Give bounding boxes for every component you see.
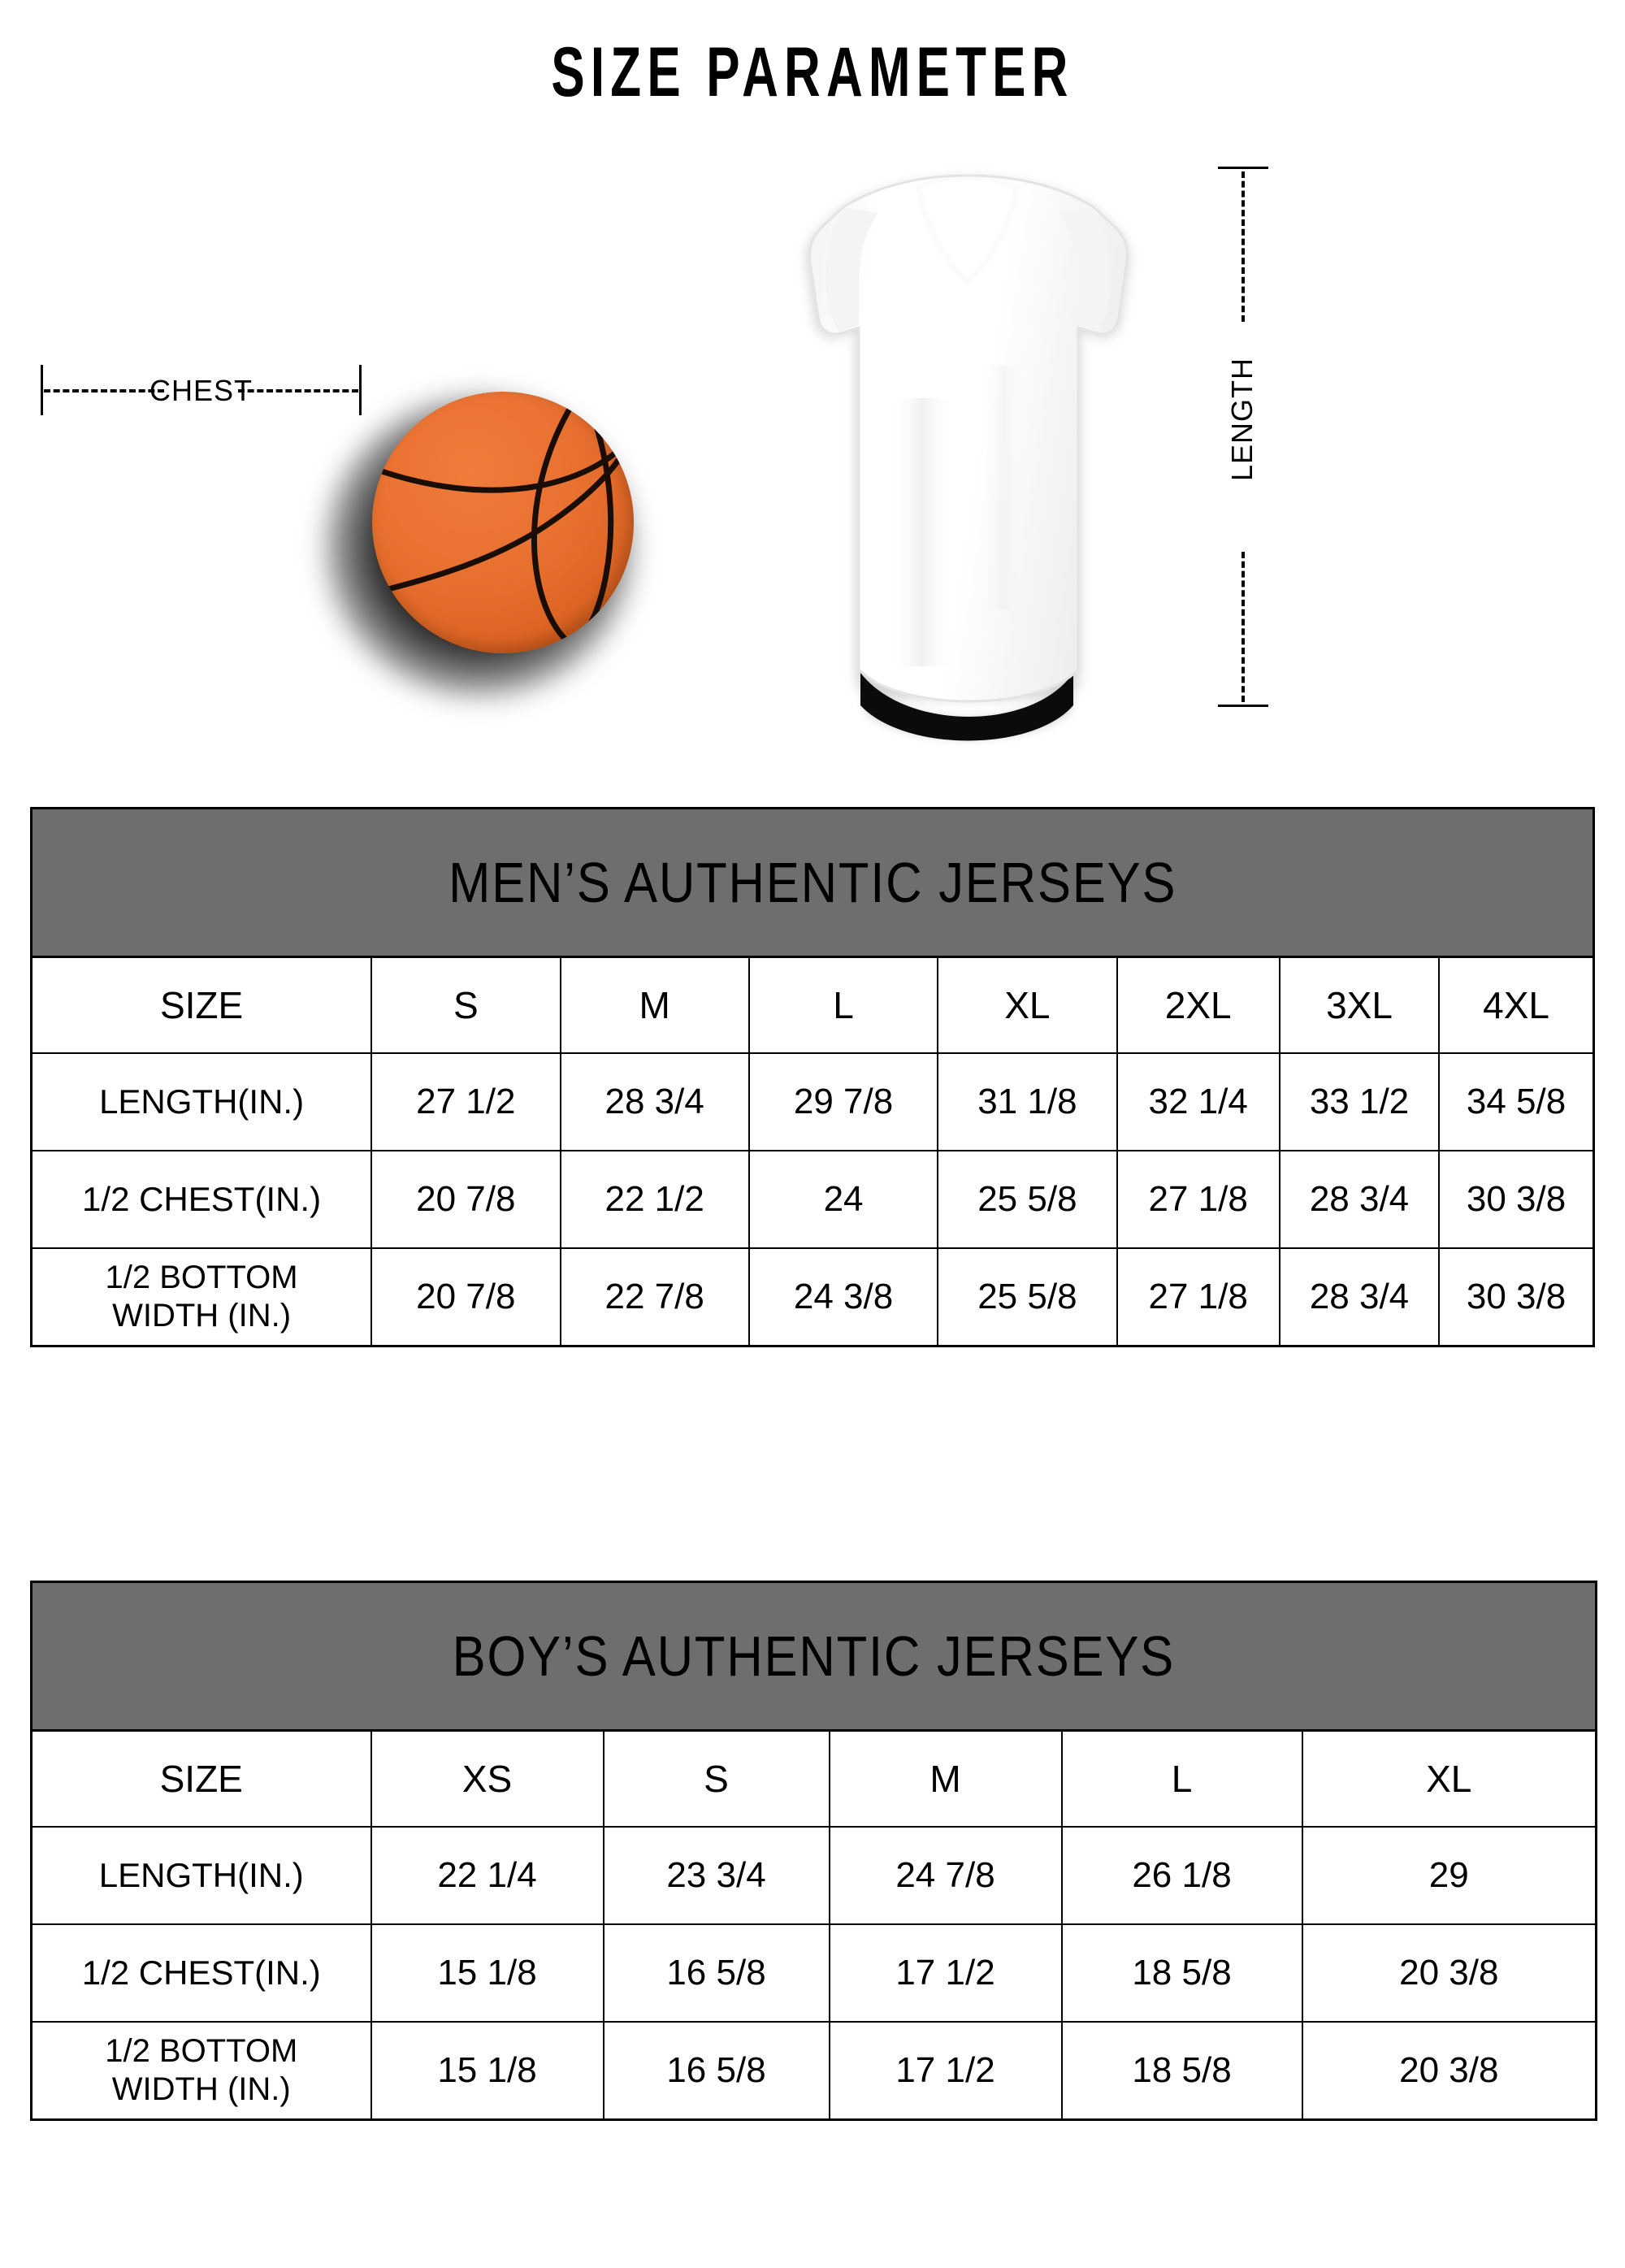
boys-bottom-l: 18 5/8 (1060, 2021, 1303, 2121)
mens-chest-2xl: 27 1/8 (1116, 1150, 1280, 1249)
mens-chest-3xl: 28 3/4 (1278, 1150, 1441, 1249)
illustration-area: CHEST LENGTH (0, 154, 1625, 780)
mens-row-label-bottom-width-line2: WIDTH (IN.) (112, 1298, 292, 1333)
mens-col-s: S (370, 956, 561, 1054)
basketball-illustration (325, 382, 674, 731)
mens-row-label-chest: 1/2 CHEST(IN.) (30, 1150, 373, 1249)
boys-row-label-bottom-width-line2: WIDTH (IN.) (111, 2071, 291, 2107)
jersey-icon (808, 174, 1129, 741)
boys-bottom-s: 16 5/8 (602, 2021, 830, 2121)
boys-bottom-m: 17 1/2 (828, 2021, 1063, 2121)
mens-col-3xl: 3XL (1278, 956, 1441, 1054)
boys-col-xl: XL (1301, 1729, 1597, 1828)
boys-length-xs: 22 1/4 (370, 1826, 604, 1925)
mens-chest-xl: 25 5/8 (937, 1150, 1118, 1249)
chest-dash-left (44, 389, 164, 392)
chest-dash-right (238, 389, 358, 392)
boys-row-label-bottom-width-line1: 1/2 BOTTOM (105, 2032, 298, 2069)
mens-col-4xl: 4XL (1438, 956, 1595, 1054)
mens-chest-4xl: 30 3/8 (1438, 1150, 1595, 1249)
boys-chest-l: 18 5/8 (1060, 1923, 1303, 2023)
mens-chest-l: 24 (748, 1150, 939, 1249)
mens-row-label-bottom-width-line1: 1/2 BOTTOM (105, 1259, 298, 1295)
chest-label: CHEST (149, 374, 253, 407)
boys-col-xs: XS (370, 1729, 604, 1828)
boys-table-banner: BOY’S AUTHENTIC JERSEYS (29, 1581, 1598, 1732)
mens-bottom-m: 22 7/8 (559, 1247, 750, 1347)
table-row: LENGTH(IN.) 27 1/2 28 3/4 29 7/8 31 1/8 … (30, 1052, 1595, 1151)
page-title: SIZE PARAMETER (551, 33, 1074, 111)
boys-chest-m: 17 1/2 (828, 1923, 1063, 2023)
mens-bottom-2xl: 27 1/8 (1116, 1247, 1280, 1347)
mens-length-4xl: 34 5/8 (1438, 1052, 1595, 1151)
length-dash-bottom (1242, 552, 1245, 702)
boys-row-label-bottom-width: 1/2 BOTTOM WIDTH (IN.) (30, 2021, 372, 2121)
chest-measurement-line: CHEST (41, 362, 362, 420)
mens-row-label-length: LENGTH(IN.) (30, 1052, 373, 1151)
boys-col-s: S (602, 1729, 830, 1828)
mens-length-xl: 31 1/8 (937, 1052, 1118, 1151)
boys-col-l: L (1060, 1729, 1303, 1828)
boys-row-label-chest: 1/2 CHEST(IN.) (30, 1923, 372, 2023)
mens-size-table: MEN’S AUTHENTIC JERSEYS SIZE S M L XL 2X… (30, 807, 1595, 1347)
boys-length-xl: 29 (1301, 1826, 1597, 1925)
table-row: LENGTH(IN.) 22 1/4 23 3/4 24 7/8 26 1/8 … (30, 1826, 1597, 1925)
mens-bottom-l: 24 3/8 (748, 1247, 939, 1347)
jersey-illustration (776, 163, 1158, 756)
length-label: LENGTH (1225, 357, 1259, 482)
mens-chest-m: 22 1/2 (559, 1150, 750, 1249)
boys-bottom-xl: 20 3/8 (1301, 2021, 1597, 2121)
table-row: 1/2 CHEST(IN.) 20 7/8 22 1/2 24 25 5/8 2… (30, 1150, 1595, 1249)
table-row: 1/2 BOTTOM WIDTH (IN.) 15 1/8 16 5/8 17 … (30, 2021, 1597, 2121)
mens-length-l: 29 7/8 (748, 1052, 939, 1151)
table-row: 1/2 BOTTOM WIDTH (IN.) 20 7/8 22 7/8 24 … (30, 1247, 1595, 1347)
boys-chest-xl: 20 3/8 (1301, 1923, 1597, 2023)
mens-bottom-xl: 25 5/8 (937, 1247, 1118, 1347)
mens-col-xl: XL (937, 956, 1118, 1054)
mens-length-m: 28 3/4 (559, 1052, 750, 1151)
mens-table-banner: MEN’S AUTHENTIC JERSEYS (30, 807, 1595, 958)
boys-length-l: 26 1/8 (1060, 1826, 1303, 1925)
length-cap-bottom (1218, 705, 1268, 707)
chest-cap-left (41, 365, 43, 415)
boys-size-table: BOY’S AUTHENTIC JERSEYS SIZE XS S M L XL… (29, 1581, 1598, 2121)
boys-length-s: 23 3/4 (602, 1826, 830, 1925)
basketball-icon (372, 392, 634, 653)
mens-chest-s: 20 7/8 (370, 1150, 561, 1249)
boys-length-m: 24 7/8 (828, 1826, 1063, 1925)
mens-bottom-4xl: 30 3/8 (1438, 1247, 1595, 1347)
mens-length-3xl: 33 1/2 (1278, 1052, 1441, 1151)
mens-row-label-bottom-width: 1/2 BOTTOM WIDTH (IN.) (30, 1247, 373, 1347)
mens-bottom-3xl: 28 3/4 (1278, 1247, 1441, 1347)
chest-cap-right (359, 365, 362, 415)
length-measurement-line: LENGTH (1215, 167, 1272, 707)
boys-table-banner-row: BOY’S AUTHENTIC JERSEYS (29, 1581, 1598, 1732)
boys-table-banner-text: BOY’S AUTHENTIC JERSEYS (452, 1624, 1176, 1688)
mens-bottom-s: 20 7/8 (370, 1247, 561, 1347)
boys-col-m: M (828, 1729, 1063, 1828)
boys-chest-s: 16 5/8 (602, 1923, 830, 2023)
mens-length-s: 27 1/2 (370, 1052, 561, 1151)
boys-col-size: SIZE (30, 1729, 372, 1828)
mens-table-banner-text: MEN’S AUTHENTIC JERSEYS (448, 851, 1177, 914)
basketball-seams-icon (374, 401, 632, 648)
mens-col-m: M (559, 956, 750, 1054)
mens-col-l: L (748, 956, 939, 1054)
boys-header-row: SIZE XS S M L XL (30, 1729, 1597, 1828)
mens-header-row: SIZE S M L XL 2XL 3XL 4XL (30, 956, 1595, 1054)
mens-col-size: SIZE (30, 956, 373, 1054)
mens-table-banner-row: MEN’S AUTHENTIC JERSEYS (30, 807, 1595, 958)
boys-row-label-length: LENGTH(IN.) (30, 1826, 372, 1925)
boys-bottom-xs: 15 1/8 (370, 2021, 604, 2121)
length-cap-top (1218, 167, 1268, 169)
mens-length-2xl: 32 1/4 (1116, 1052, 1280, 1151)
table-row: 1/2 CHEST(IN.) 15 1/8 16 5/8 17 1/2 18 5… (30, 1923, 1597, 2023)
boys-chest-xs: 15 1/8 (370, 1923, 604, 2023)
length-dash-top (1242, 171, 1245, 322)
mens-col-2xl: 2XL (1116, 956, 1280, 1054)
